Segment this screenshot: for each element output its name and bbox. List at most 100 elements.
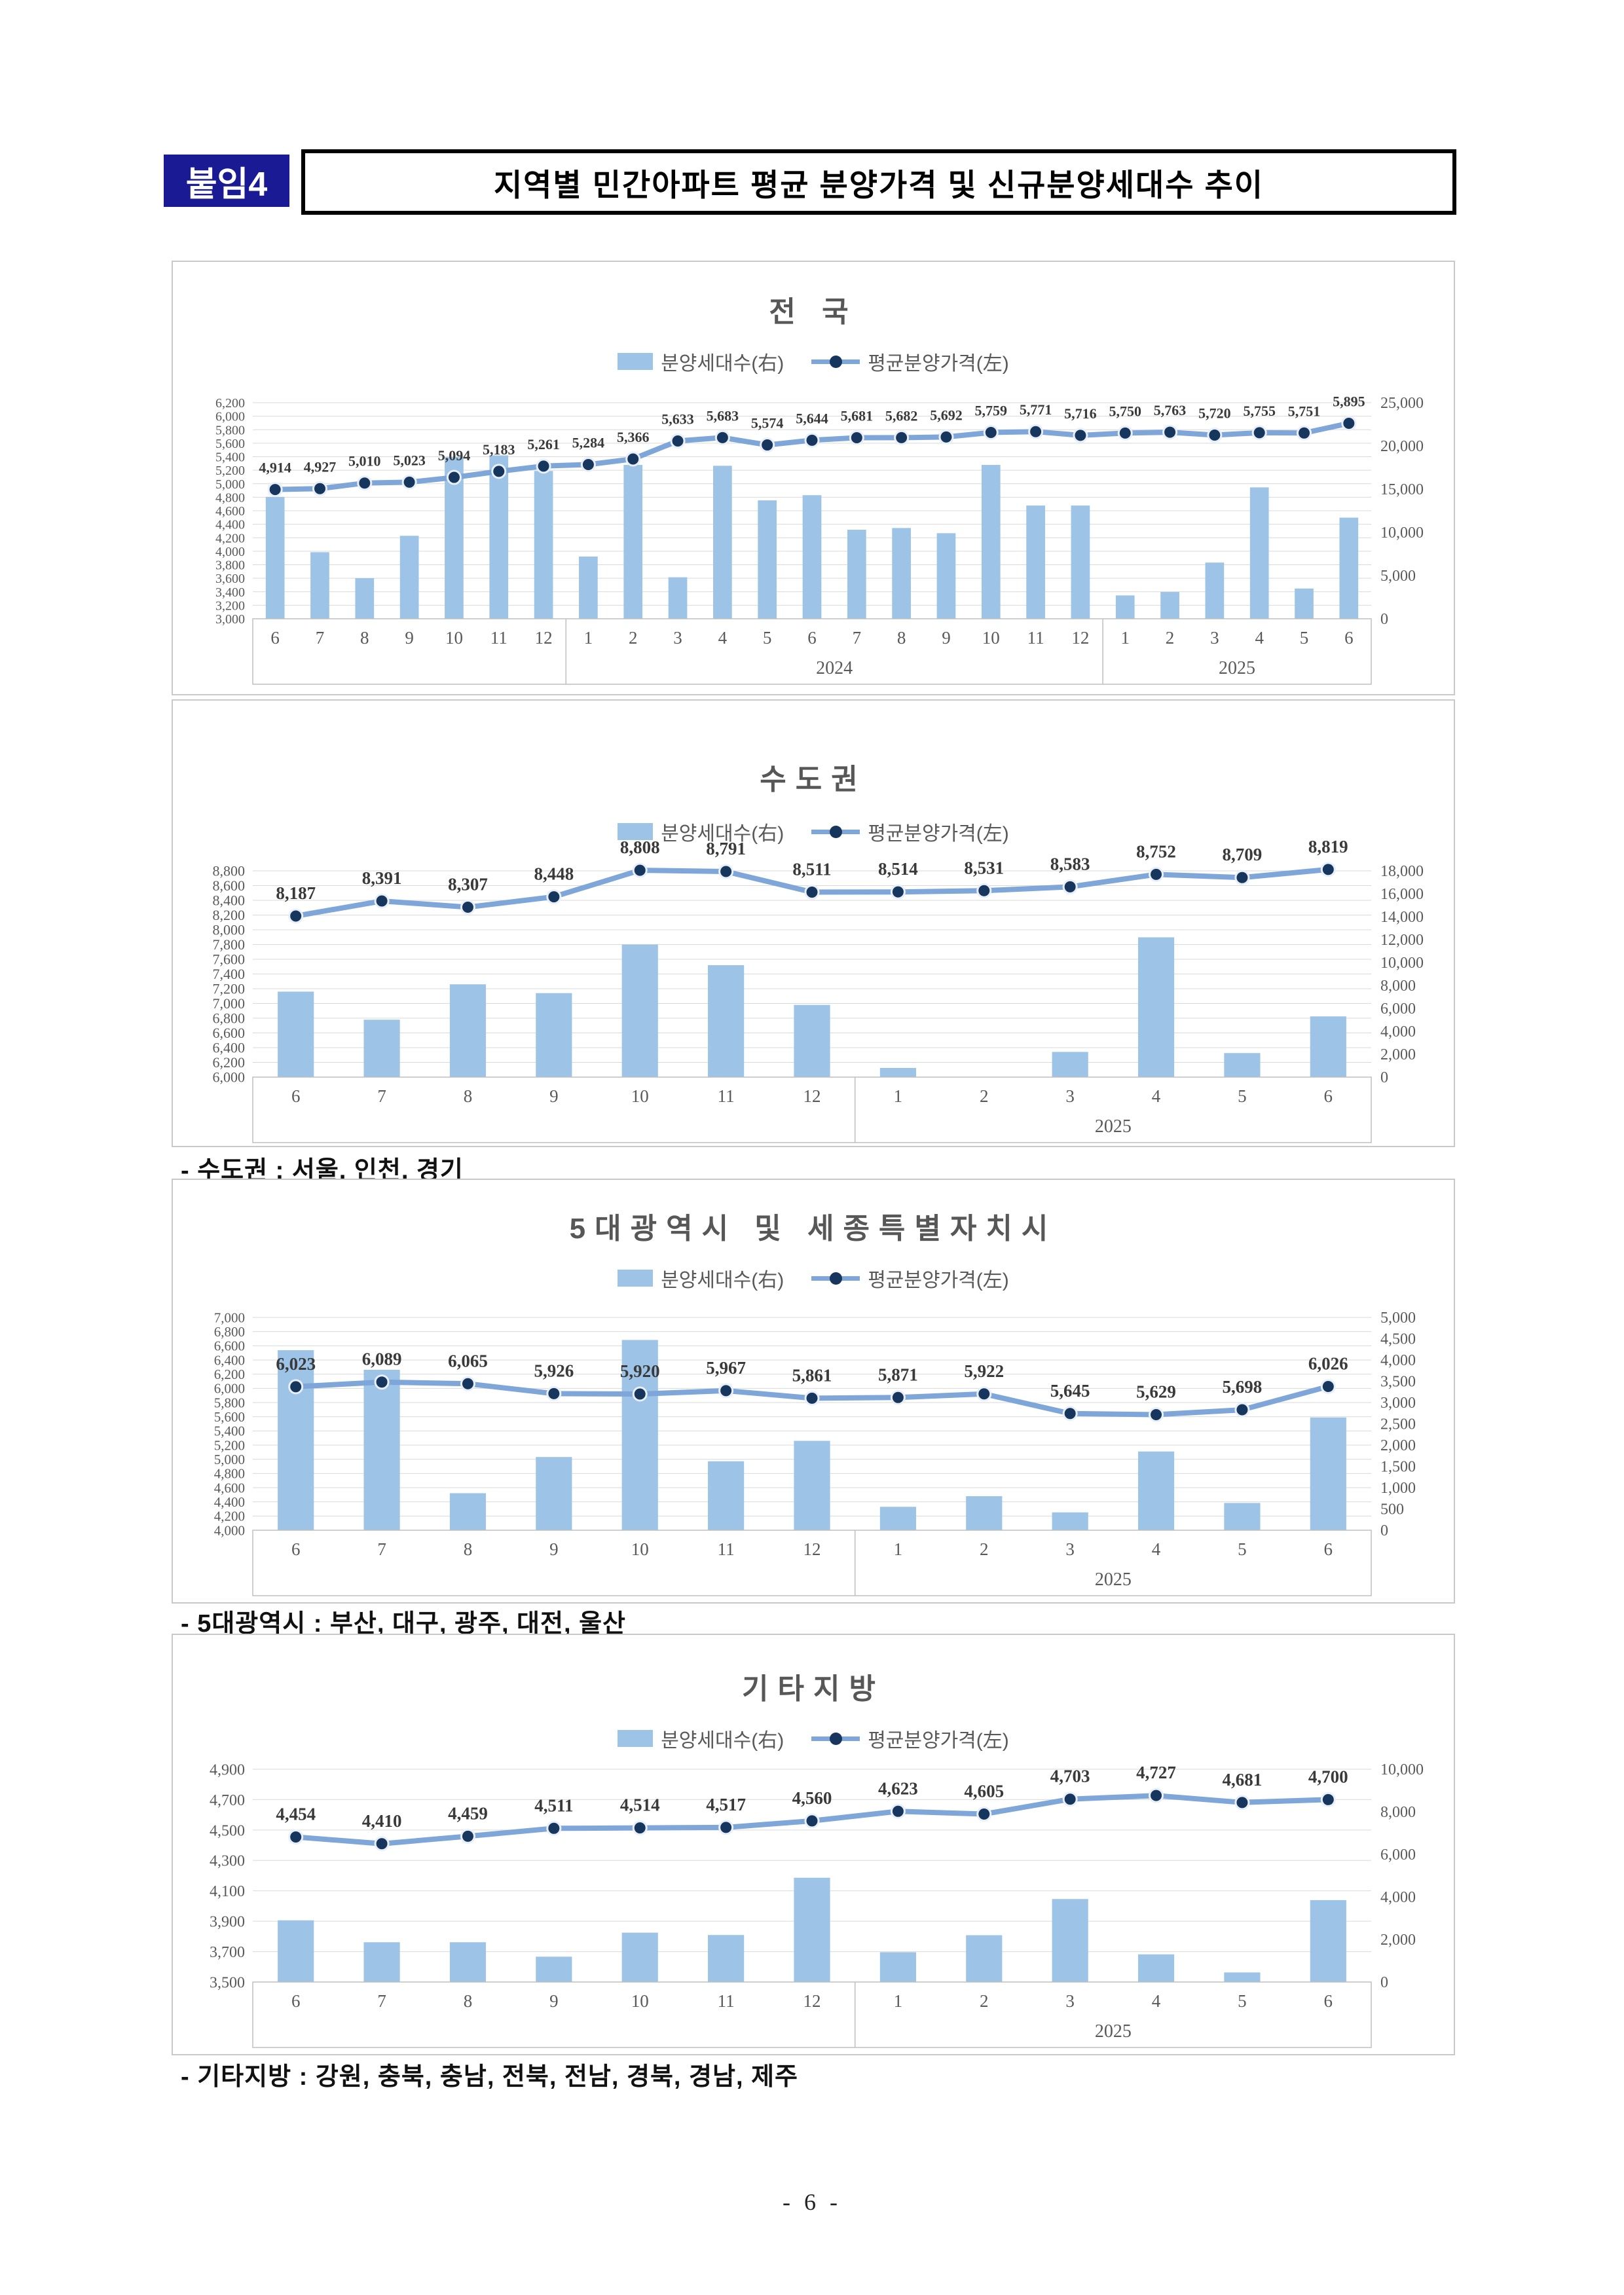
- svg-text:5,023: 5,023: [393, 452, 426, 468]
- svg-text:7,000: 7,000: [214, 1310, 245, 1325]
- svg-text:8: 8: [464, 1086, 473, 1106]
- svg-text:5,682: 5,682: [885, 407, 918, 424]
- svg-text:5,871: 5,871: [878, 1365, 918, 1384]
- svg-text:5,683: 5,683: [707, 407, 739, 424]
- svg-text:7,000: 7,000: [213, 995, 246, 1012]
- chart-title-metro-cities: 5대광역시 및 세종특별자치시: [569, 1213, 1058, 1245]
- svg-text:3: 3: [1065, 1086, 1075, 1106]
- svg-text:7: 7: [377, 1539, 386, 1559]
- svg-text:1: 1: [894, 1539, 903, 1559]
- svg-text:4,900: 4,900: [210, 1761, 245, 1778]
- svg-text:3,500: 3,500: [1380, 1374, 1416, 1391]
- svg-text:8,752: 8,752: [1136, 841, 1176, 861]
- svg-text:6,065: 6,065: [448, 1351, 488, 1370]
- svg-text:11: 11: [1027, 628, 1044, 648]
- svg-text:4,410: 4,410: [362, 1811, 402, 1831]
- svg-text:10,000: 10,000: [1380, 955, 1424, 972]
- svg-text:4: 4: [1152, 1539, 1161, 1559]
- svg-text:5,000: 5,000: [215, 477, 245, 492]
- page-title: 지역별 민간아파트 평균 분양가격 및 신규분양세대수 추이: [301, 149, 1456, 215]
- svg-text:8: 8: [464, 1991, 473, 2011]
- svg-text:1: 1: [1120, 628, 1130, 648]
- svg-text:6,200: 6,200: [215, 396, 245, 411]
- legend-line-swatch: [811, 1270, 860, 1287]
- svg-text:3,400: 3,400: [215, 585, 245, 600]
- svg-text:5,926: 5,926: [534, 1361, 574, 1380]
- svg-text:5,763: 5,763: [1154, 402, 1187, 418]
- svg-text:8,000: 8,000: [1380, 978, 1416, 995]
- svg-text:5,400: 5,400: [214, 1423, 245, 1439]
- svg-text:2: 2: [980, 1086, 989, 1106]
- svg-text:8,791: 8,791: [706, 839, 746, 858]
- svg-text:4,517: 4,517: [706, 1795, 746, 1814]
- page-number: - 6 -: [783, 2189, 841, 2215]
- svg-text:1: 1: [894, 1991, 903, 2011]
- svg-text:6: 6: [291, 1086, 301, 1106]
- legend-bar-label: 분양세대수(右): [661, 1730, 784, 1752]
- svg-text:3: 3: [673, 628, 682, 648]
- svg-text:5,600: 5,600: [215, 437, 245, 451]
- legend-bar-swatch: [618, 823, 654, 840]
- svg-text:0: 0: [1380, 1522, 1388, 1539]
- svg-text:5,000: 5,000: [214, 1452, 245, 1467]
- svg-text:7: 7: [377, 1991, 386, 2011]
- svg-text:1: 1: [894, 1086, 903, 1106]
- svg-text:5,895: 5,895: [1333, 393, 1365, 409]
- svg-text:5,750: 5,750: [1109, 403, 1141, 419]
- svg-text:8,511: 8,511: [792, 860, 831, 879]
- svg-text:500: 500: [1380, 1501, 1404, 1518]
- svg-text:7: 7: [316, 628, 325, 648]
- svg-text:11: 11: [718, 1086, 735, 1106]
- svg-text:5,800: 5,800: [215, 423, 245, 437]
- svg-text:9: 9: [549, 1991, 559, 2011]
- legend-line-label: 평균분양가격(左): [868, 823, 1009, 845]
- legend-bar-label: 분양세대수(右): [661, 1270, 784, 1291]
- svg-text:4,100: 4,100: [210, 1883, 245, 1900]
- svg-text:7,400: 7,400: [213, 966, 246, 982]
- svg-text:5,922: 5,922: [964, 1361, 1004, 1381]
- svg-text:10: 10: [445, 628, 463, 648]
- svg-text:2,000: 2,000: [1380, 1437, 1416, 1454]
- chart-legend: 분양세대수(右) 평균분양가격(左): [173, 1724, 1454, 1753]
- svg-text:0: 0: [1380, 1974, 1388, 1991]
- svg-text:2,000: 2,000: [1380, 1046, 1416, 1063]
- svg-text:8,400: 8,400: [213, 892, 246, 909]
- svg-text:4,623: 4,623: [878, 1778, 918, 1798]
- svg-text:4,300: 4,300: [210, 1853, 245, 1870]
- svg-text:4,454: 4,454: [276, 1805, 316, 1824]
- svg-text:6,000: 6,000: [214, 1381, 245, 1397]
- svg-text:4: 4: [718, 628, 728, 648]
- legend-bar-swatch: [618, 1730, 654, 1747]
- svg-text:5,759: 5,759: [975, 402, 1008, 418]
- svg-text:1: 1: [584, 628, 593, 648]
- legend-line-label: 평균분양가격(左): [868, 353, 1009, 375]
- svg-text:8,187: 8,187: [276, 883, 316, 903]
- legend-line-swatch: [811, 823, 860, 840]
- svg-text:6,000: 6,000: [1380, 1001, 1416, 1018]
- svg-text:5,261: 5,261: [527, 436, 560, 452]
- svg-text:6: 6: [1324, 1539, 1333, 1559]
- svg-text:0: 0: [1380, 611, 1388, 628]
- svg-text:3,900: 3,900: [210, 1914, 245, 1931]
- chart-other-regions: 기타지방 분양세대수(右) 평균분양가격(左) 3,500 3,700 3,900 4…: [172, 1634, 1455, 2055]
- svg-text:4,605: 4,605: [964, 1781, 1004, 1801]
- svg-text:2,500: 2,500: [1380, 1416, 1416, 1433]
- svg-text:3: 3: [1210, 628, 1219, 648]
- svg-text:4,700: 4,700: [1308, 1767, 1348, 1786]
- svg-text:6: 6: [1324, 1086, 1333, 1106]
- svg-text:5,600: 5,600: [214, 1409, 245, 1425]
- svg-text:3,800: 3,800: [215, 559, 245, 573]
- chart-nationwide: 전 국 분양세대수(右) 평균분양가격(左) 3,000 3,200 3,400 3,…: [172, 261, 1455, 695]
- svg-text:4,400: 4,400: [215, 518, 245, 532]
- svg-text:4,514: 4,514: [620, 1795, 660, 1815]
- svg-text:4,560: 4,560: [792, 1788, 832, 1808]
- svg-text:7,800: 7,800: [213, 936, 246, 953]
- svg-text:6: 6: [1344, 628, 1354, 648]
- svg-text:12: 12: [1071, 628, 1089, 648]
- svg-text:3: 3: [1065, 1991, 1075, 2011]
- svg-text:2: 2: [629, 628, 638, 648]
- svg-text:5,681: 5,681: [841, 408, 874, 424]
- svg-text:12: 12: [535, 628, 553, 648]
- svg-text:3,000: 3,000: [215, 612, 245, 627]
- svg-text:18,000: 18,000: [1380, 863, 1424, 880]
